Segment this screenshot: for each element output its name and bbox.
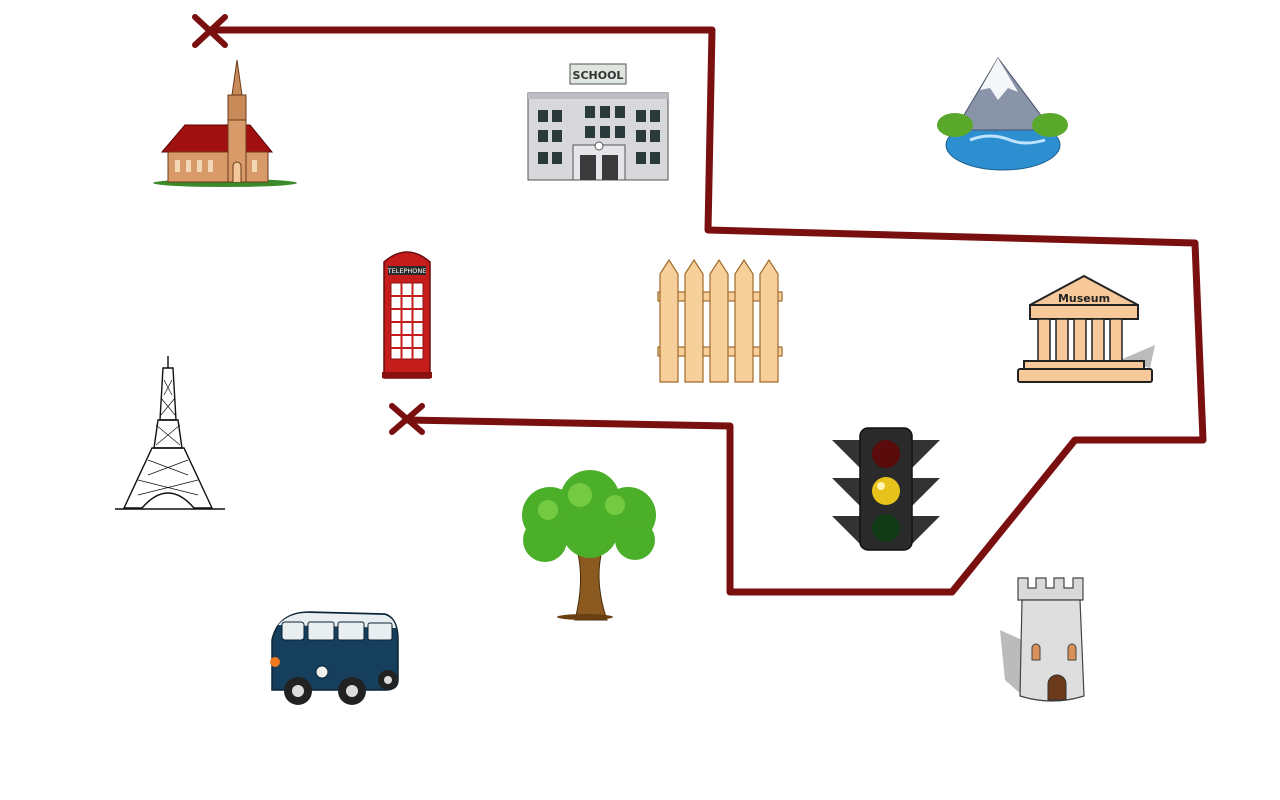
church-icon — [153, 59, 297, 187]
telephone-sign-text: TELEPHONE — [387, 267, 427, 275]
museum-sign-text: Museum — [1058, 292, 1110, 305]
eiffel-tower-icon — [115, 356, 225, 510]
end-cross-marker — [389, 403, 425, 435]
tree-icon — [522, 470, 656, 621]
route-path — [206, 26, 1207, 596]
start-cross-marker — [192, 14, 228, 48]
mountain-lake-icon — [937, 57, 1068, 171]
museum-icon: Museum — [1017, 274, 1155, 383]
van-icon — [270, 611, 399, 705]
traffic-light-icon — [832, 427, 940, 551]
telephone-booth-icon: TELEPHONE — [382, 251, 432, 379]
tower-icon — [1000, 577, 1085, 702]
school-sign-text: SCHOOL — [573, 69, 624, 82]
school-icon: SCHOOL — [527, 63, 669, 181]
fence-icon — [657, 258, 783, 383]
